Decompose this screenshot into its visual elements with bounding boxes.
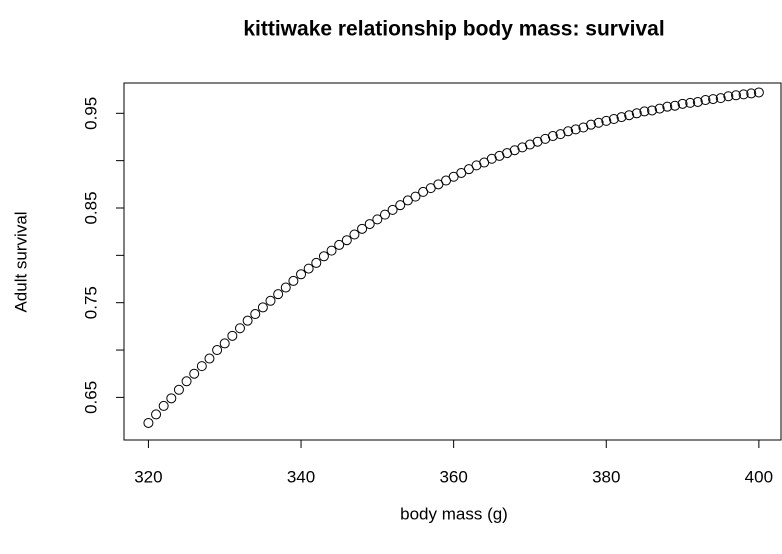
point [212, 345, 223, 356]
point [509, 145, 520, 156]
point [189, 368, 200, 379]
point [570, 124, 581, 135]
point [471, 160, 482, 171]
point [555, 129, 566, 140]
point [151, 409, 162, 420]
point [715, 93, 726, 104]
point [166, 393, 177, 404]
point [349, 229, 360, 240]
point [669, 100, 680, 111]
point [234, 323, 245, 334]
point [288, 275, 299, 286]
point [395, 200, 406, 211]
point [311, 257, 322, 268]
y-tick-label: 0.75 [81, 286, 100, 319]
x-tick-label: 400 [745, 467, 773, 486]
point [746, 88, 757, 99]
point [631, 108, 642, 119]
point [639, 106, 650, 117]
point [738, 89, 749, 100]
point [601, 115, 612, 126]
point [524, 139, 535, 150]
point [547, 131, 558, 142]
point [357, 223, 368, 234]
point [181, 376, 192, 387]
point [143, 417, 154, 428]
point [532, 136, 543, 147]
x-tick-label: 380 [592, 467, 620, 486]
point [173, 384, 184, 395]
y-tick-label: 0.85 [81, 191, 100, 224]
point [517, 142, 528, 153]
point [593, 117, 604, 128]
y-tick-label: 0.65 [81, 381, 100, 414]
point [204, 353, 215, 364]
point [616, 112, 627, 123]
plot-frame [123, 82, 782, 441]
point [494, 150, 505, 161]
y-tick-label: 0.95 [81, 97, 100, 130]
point [692, 96, 703, 107]
point [265, 295, 276, 306]
point [250, 309, 261, 320]
point [257, 302, 268, 313]
x-tick-label: 320 [134, 467, 162, 486]
point [273, 289, 284, 300]
point [303, 263, 314, 274]
point [677, 98, 688, 109]
chart-title: kittiwake relationship body mass: surviv… [243, 18, 664, 41]
point [662, 101, 673, 112]
point [685, 97, 696, 108]
point [753, 87, 764, 98]
point [486, 153, 497, 164]
point [387, 204, 398, 215]
x-tick-label: 340 [287, 467, 315, 486]
point [326, 245, 337, 256]
point [318, 251, 329, 262]
point [647, 105, 658, 116]
point [227, 330, 238, 341]
point [158, 400, 169, 411]
point [219, 338, 230, 349]
point [296, 269, 307, 280]
point [723, 91, 734, 102]
y-axis-label: Adult survival [11, 211, 30, 312]
point [341, 235, 352, 246]
point [730, 90, 741, 101]
point [608, 113, 619, 124]
point [585, 119, 596, 130]
point [372, 214, 383, 225]
point [364, 219, 375, 230]
point [624, 110, 635, 121]
point [502, 148, 513, 159]
x-axis-label: body mass (g) [400, 504, 508, 523]
point [654, 103, 665, 114]
point [700, 95, 711, 106]
point [708, 94, 719, 105]
point [563, 126, 574, 137]
point [334, 239, 345, 250]
point [540, 133, 551, 144]
point [196, 361, 207, 372]
point [578, 122, 589, 133]
point [280, 282, 291, 293]
point [379, 209, 390, 220]
point [410, 191, 421, 202]
point [242, 315, 253, 326]
x-tick-label: 360 [439, 467, 467, 486]
